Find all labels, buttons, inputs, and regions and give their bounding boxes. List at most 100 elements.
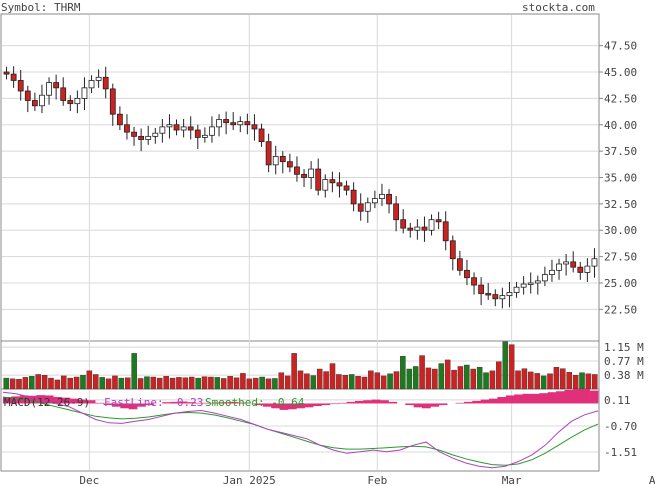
volume-bar	[35, 374, 41, 390]
candle-body	[216, 119, 222, 128]
macd-histogram-bar	[321, 403, 331, 406]
candle-body	[308, 168, 315, 178]
candle-body	[343, 185, 350, 191]
macd-smoothed-line	[2, 396, 599, 466]
volume-bar	[182, 377, 189, 390]
volume-bar	[387, 373, 393, 390]
volume-bar	[252, 377, 259, 390]
candle-body	[400, 219, 407, 229]
macd-histogram-bar	[212, 402, 222, 404]
macd-fast-label: FastLine: -0.23	[104, 396, 203, 409]
candle-body	[116, 113, 123, 126]
candle-body	[471, 277, 477, 286]
candle-body	[527, 282, 534, 285]
volume-bar	[355, 376, 361, 390]
volume-bar	[489, 370, 496, 390]
macd-histogram-bar	[413, 403, 423, 408]
volume-bar	[99, 377, 105, 390]
volume-bar	[16, 378, 22, 390]
volume-bar	[547, 373, 553, 390]
symbol-label: Symbol: THRM	[1, 1, 81, 14]
macd-title: MACD(12-26-9)	[4, 396, 90, 409]
macd-histogram-bar	[137, 403, 146, 407]
volume-tick-label: 0.77 M	[604, 355, 644, 368]
candle-body	[584, 265, 591, 273]
candle-body	[549, 269, 555, 275]
macd-histogram-bar	[86, 400, 96, 404]
macd-histogram-bar	[472, 400, 481, 404]
candle-body	[357, 203, 364, 212]
volume-bar	[124, 377, 131, 390]
candle-body	[371, 198, 378, 204]
macd-histogram-bar	[564, 389, 574, 404]
candle-body	[329, 179, 336, 184]
candle-body	[10, 73, 17, 81]
price-tick-label: 22.50	[604, 303, 637, 316]
volume-bar	[265, 378, 272, 390]
volume-bar	[259, 376, 265, 390]
macd-histogram-bar	[170, 401, 180, 404]
macd-histogram-bar	[530, 393, 540, 404]
macd-histogram-bar	[572, 389, 582, 404]
volume-bar	[297, 370, 304, 390]
candle-body	[492, 294, 499, 300]
candle-body	[570, 261, 577, 268]
macd-histogram-bar	[514, 394, 523, 404]
volume-bar	[240, 373, 246, 390]
volume-bar	[9, 378, 16, 390]
volume-bar	[73, 376, 80, 390]
volume-bar	[361, 376, 368, 390]
candle-body	[336, 182, 343, 187]
macd-histogram-bar	[271, 403, 280, 409]
volume-bar	[566, 372, 572, 390]
volume-bar	[483, 372, 489, 390]
macd-histogram-bar	[53, 397, 62, 404]
candle-body	[577, 266, 584, 273]
candle-body	[435, 219, 442, 223]
candle-body	[166, 124, 173, 128]
macd-histogram-bar	[3, 397, 12, 404]
candle-body	[485, 293, 492, 296]
volume-bar	[118, 377, 125, 390]
macd-histogram-bar	[547, 392, 557, 404]
macd-histogram-bar	[111, 403, 121, 407]
volume-bar	[438, 363, 445, 390]
volume-bar	[368, 370, 374, 390]
volume-bar	[310, 375, 317, 390]
candle-body	[173, 124, 180, 131]
candle-body	[223, 119, 230, 124]
volume-bar	[291, 353, 297, 390]
volume-bar	[406, 368, 413, 390]
volume-bar	[329, 363, 336, 390]
volume-bar	[233, 377, 240, 390]
macd-histogram-bar	[480, 399, 490, 404]
volume-bar	[86, 370, 93, 390]
macd-histogram-bar	[589, 390, 599, 404]
macd-histogram-bar	[128, 403, 138, 410]
macd-histogram-bar	[430, 403, 440, 407]
price-tick-label: 47.50	[604, 40, 637, 53]
volume-bar	[515, 370, 521, 390]
macd-histogram-bar	[36, 395, 46, 404]
candle-body	[60, 87, 67, 101]
volume-bar	[214, 377, 221, 390]
volume-bar	[176, 377, 182, 390]
volume-bar	[169, 377, 176, 390]
candle-body	[88, 80, 95, 89]
price-tick-label: 35.00	[604, 172, 637, 185]
candle-body	[379, 193, 385, 199]
volume-bar	[61, 375, 67, 390]
candle-body	[258, 128, 265, 143]
candle-body	[541, 274, 548, 282]
volume-bar	[144, 376, 150, 390]
price-tick-label: 42.50	[604, 92, 637, 105]
macd-histogram-bar	[463, 401, 473, 404]
site-name[interactable]: stockta.com	[522, 1, 595, 14]
macd-histogram-bar	[162, 402, 171, 404]
volume-bar	[470, 368, 477, 390]
volume-bar	[272, 378, 278, 390]
candle-body	[109, 88, 116, 115]
candle-body	[520, 283, 527, 288]
macd-histogram-bar	[304, 403, 314, 408]
volume-bar	[246, 378, 253, 390]
